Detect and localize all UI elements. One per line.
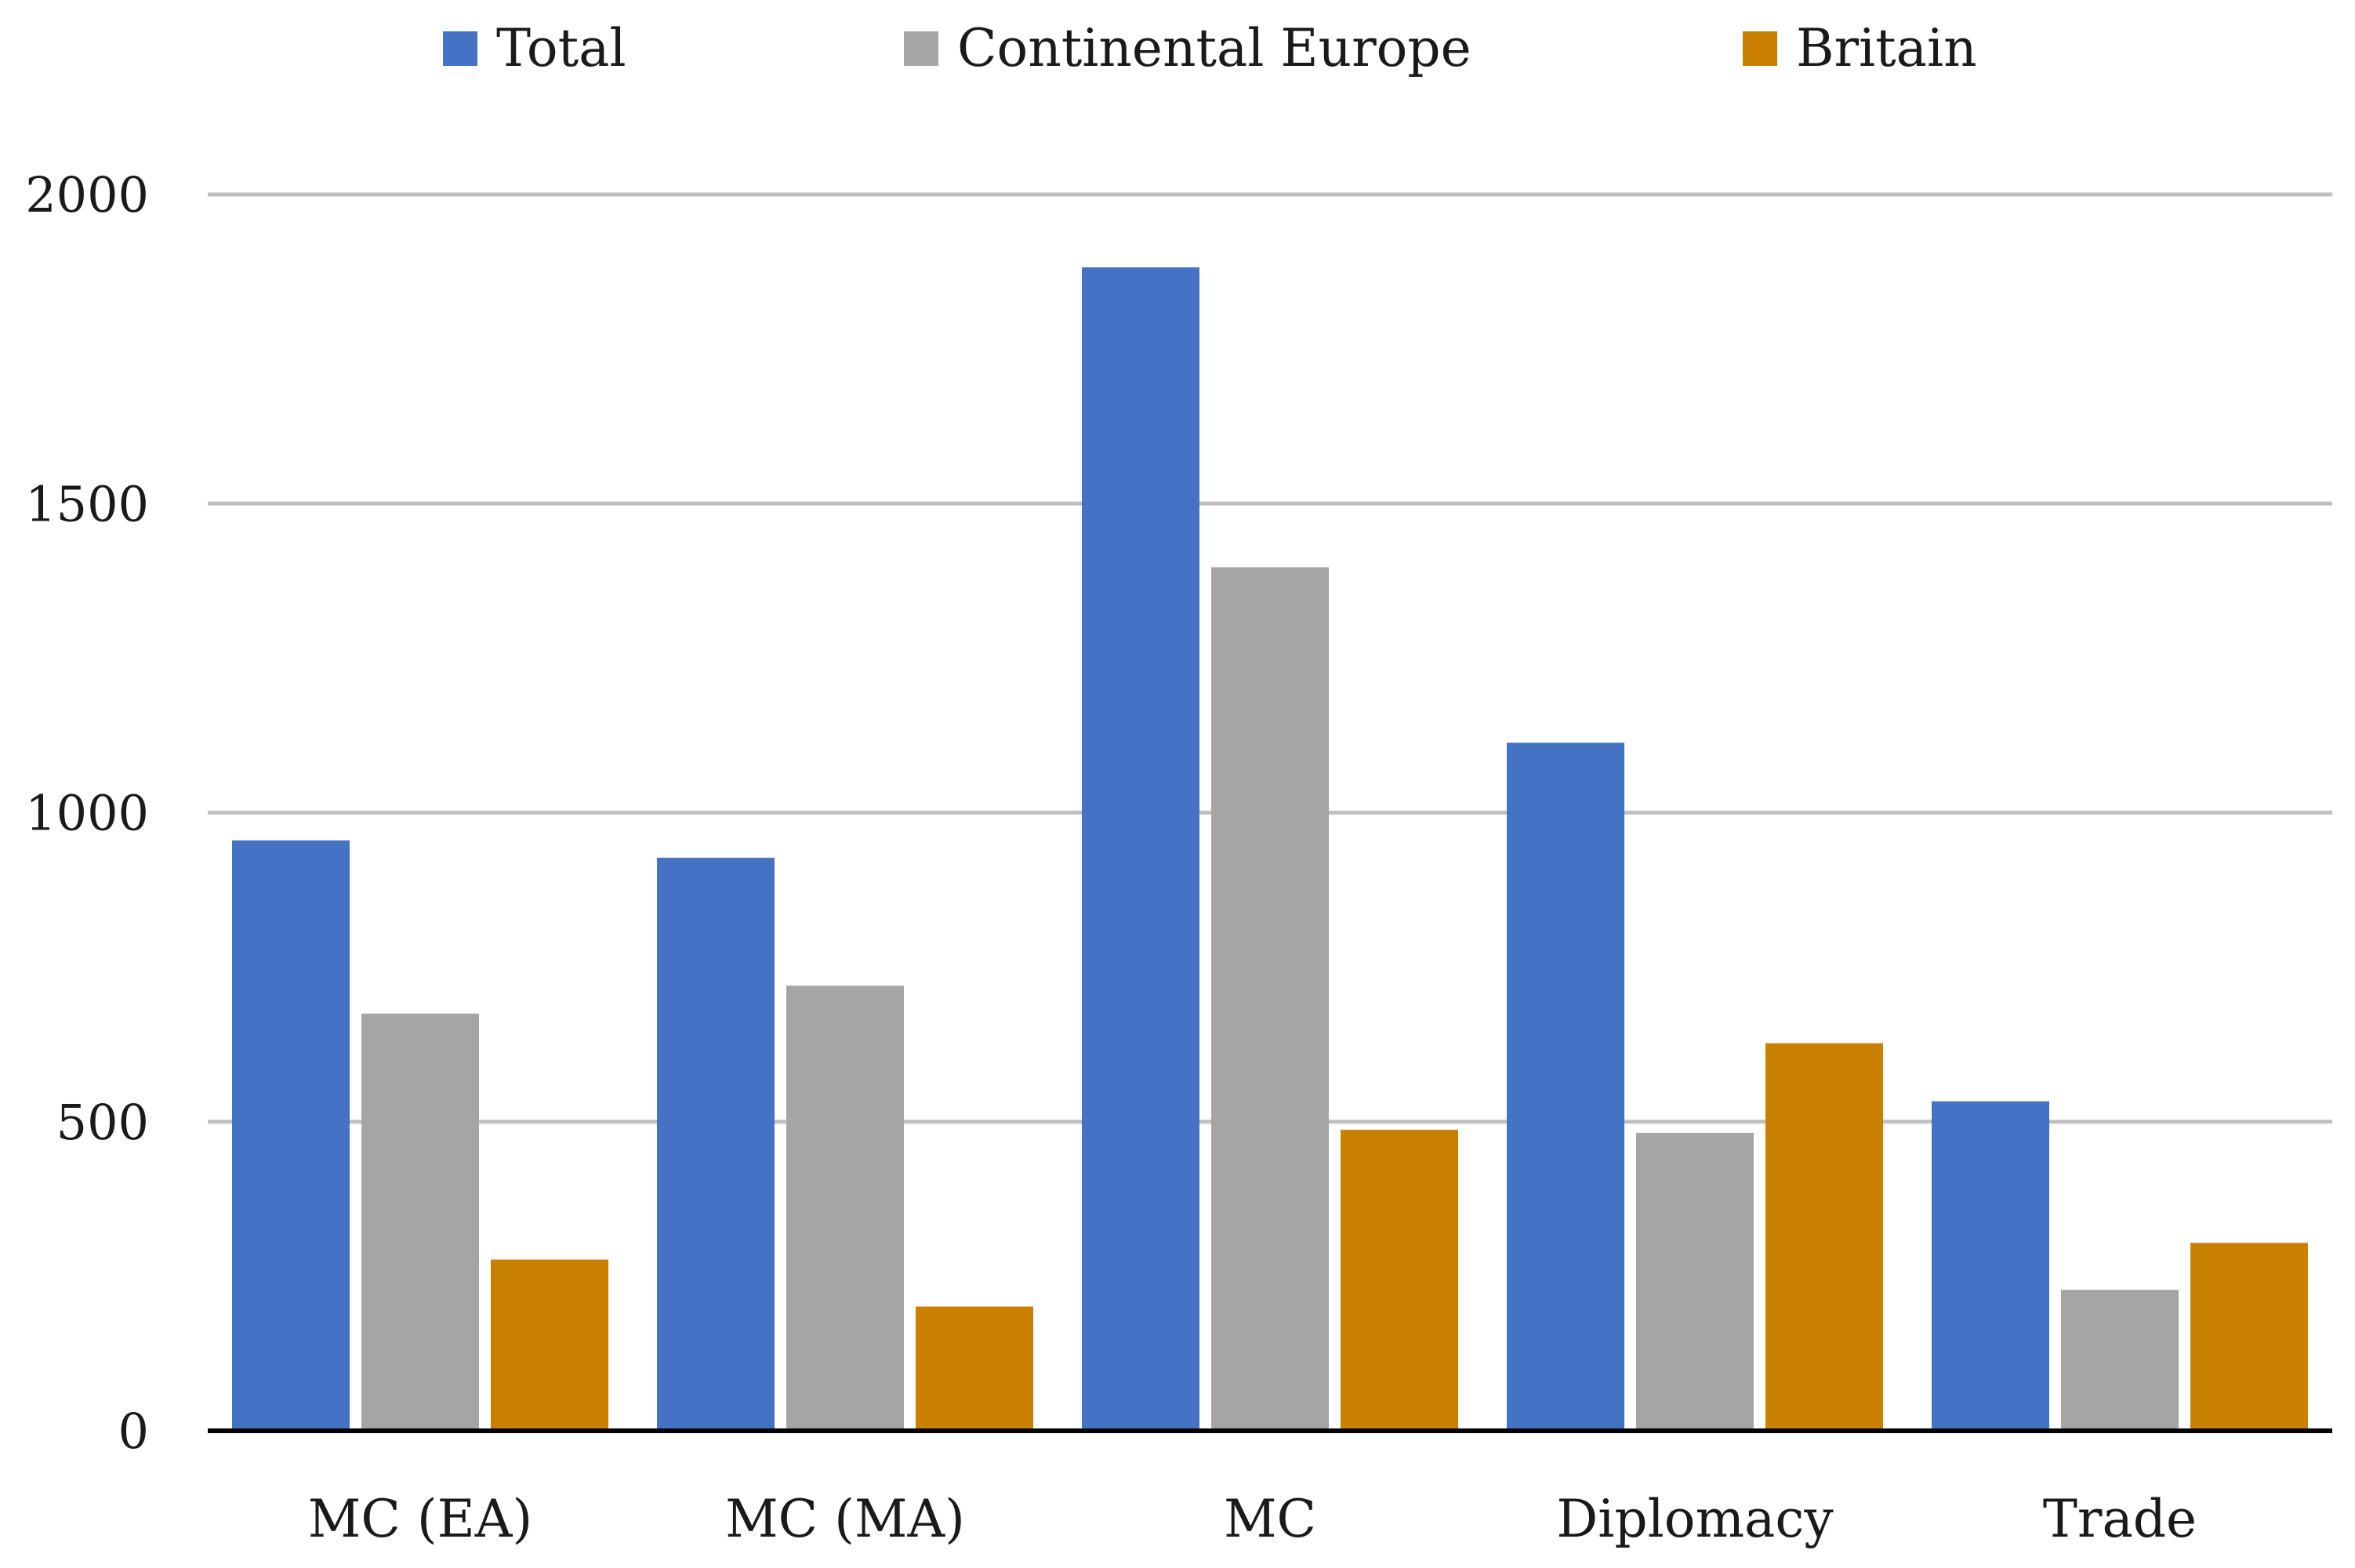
legend-swatch-continental-europe bbox=[904, 31, 938, 66]
x-category-label-mc: MC bbox=[1224, 1489, 1316, 1549]
bar-continental-europe-trade bbox=[2061, 1290, 2179, 1431]
bar-total-trade bbox=[1932, 1101, 2049, 1431]
bar-britain-mc bbox=[1341, 1130, 1458, 1431]
bar-continental-europe-mc-ma bbox=[786, 985, 904, 1431]
bar-britain-mc-ma bbox=[916, 1306, 1033, 1431]
bar-total-mc bbox=[1082, 267, 1199, 1432]
y-axis-tick-labels: 0 500 1000 1500 2000 bbox=[25, 166, 149, 1460]
bar-britain-trade bbox=[2190, 1243, 2308, 1431]
y-tick-label-1000: 1000 bbox=[25, 785, 149, 842]
x-category-label-trade: Trade bbox=[2043, 1489, 2197, 1549]
legend-swatch-total bbox=[443, 31, 477, 66]
bar-total-mc-ea bbox=[232, 840, 350, 1431]
legend: Total Continental Europe Britain bbox=[443, 18, 1977, 78]
bar-continental-europe-mc-ea bbox=[361, 1013, 479, 1431]
y-tick-label-500: 500 bbox=[56, 1094, 149, 1151]
bars bbox=[232, 267, 2308, 1432]
y-tick-label-1500: 1500 bbox=[25, 475, 149, 532]
y-tick-label-2000: 2000 bbox=[25, 166, 149, 223]
legend-label-total: Total bbox=[496, 18, 626, 78]
legend-label-britain: Britain bbox=[1796, 18, 1977, 78]
x-category-label-mc-ma: MC (MA) bbox=[725, 1489, 965, 1549]
bar-total-mc-ma bbox=[657, 858, 775, 1431]
legend-swatch-britain bbox=[1743, 31, 1777, 66]
x-category-label-mc-ea: MC (EA) bbox=[308, 1489, 532, 1549]
bar-continental-europe-diplomacy bbox=[1636, 1132, 1754, 1431]
bar-britain-mc-ea bbox=[491, 1259, 608, 1431]
bar-britain-diplomacy bbox=[1765, 1043, 1883, 1431]
y-tick-label-0: 0 bbox=[118, 1403, 149, 1460]
x-category-label-diplomacy: Diplomacy bbox=[1556, 1489, 1834, 1549]
legend-label-continental-europe: Continental Europe bbox=[957, 18, 1471, 78]
bar-total-diplomacy bbox=[1507, 742, 1624, 1431]
bar-continental-europe-mc bbox=[1211, 567, 1329, 1431]
x-axis-category-labels: MC (EA) MC (MA) MC Diplomacy Trade bbox=[308, 1489, 2197, 1549]
